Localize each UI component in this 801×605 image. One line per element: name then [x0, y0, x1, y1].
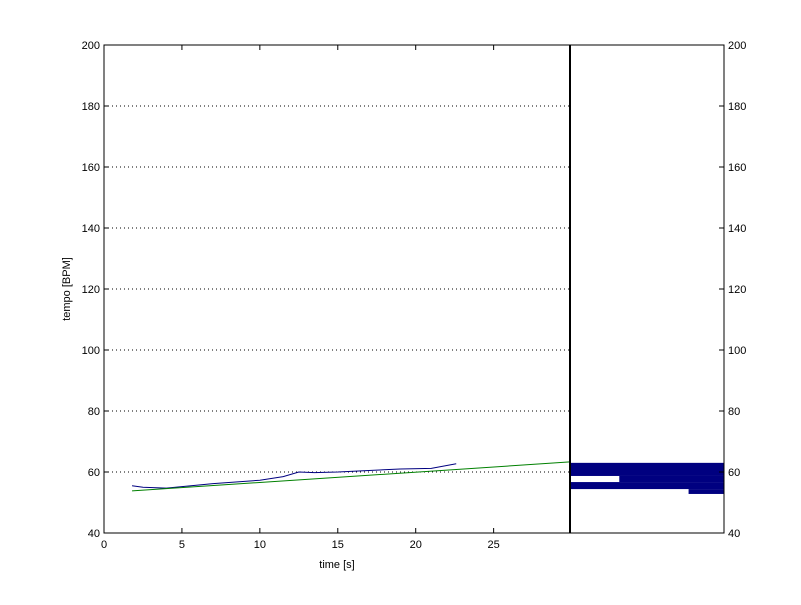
data-line [131, 463, 457, 489]
y2-tick-label: 80 [728, 406, 740, 418]
x-axis-label: time [s] [319, 559, 354, 571]
x-tick-label: 5 [179, 539, 185, 551]
x-tick-label: 10 [254, 539, 266, 551]
y-tick-label: 160 [82, 162, 100, 174]
y2-tick-label: 120 [728, 284, 746, 296]
x-tick-label: 15 [332, 539, 344, 551]
y2-tick-label: 200 [728, 40, 746, 52]
y-tick-label: 180 [82, 101, 100, 113]
histogram-bar [688, 489, 724, 494]
y-tick-label: 120 [82, 284, 100, 296]
y-tick-label: 140 [82, 223, 100, 235]
histogram-bar [570, 462, 724, 476]
y-tick-label: 100 [82, 345, 100, 357]
y-tick-label: 80 [88, 406, 100, 418]
x-tick-label: 0 [101, 539, 107, 551]
y-tick-label: 60 [88, 467, 100, 479]
y-axis-label: tempo [BPM] [61, 257, 73, 321]
y2-tick-label: 160 [728, 162, 746, 174]
y2-tick-label: 100 [728, 345, 746, 357]
data-line [132, 461, 571, 492]
y2-tick-label: 40 [728, 528, 740, 540]
x-tick-label: 25 [488, 539, 500, 551]
y2-tick-label: 180 [728, 101, 746, 113]
histogram-bar [570, 482, 724, 490]
y2-tick-label: 140 [728, 223, 746, 235]
histogram-bar [619, 475, 724, 483]
y2-tick-label: 60 [728, 467, 740, 479]
x-tick-label: 20 [410, 539, 422, 551]
y-tick-label: 40 [88, 528, 100, 540]
y-tick-label: 200 [82, 40, 100, 52]
